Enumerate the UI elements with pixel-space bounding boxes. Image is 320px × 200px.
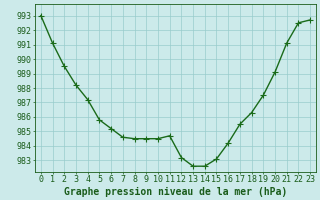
X-axis label: Graphe pression niveau de la mer (hPa): Graphe pression niveau de la mer (hPa) [64,187,287,197]
